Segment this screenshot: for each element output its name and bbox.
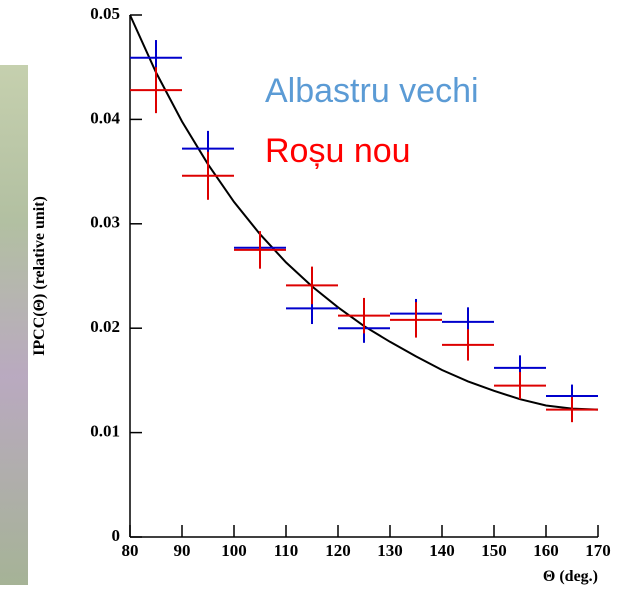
x-tick-label: 170	[585, 541, 611, 560]
x-tick-label: 90	[174, 541, 191, 560]
x-tick-label: 140	[429, 541, 455, 560]
x-tick-label: 120	[325, 541, 351, 560]
y-tick-label: 0	[112, 526, 121, 545]
legend-label: Roșu nou	[265, 132, 411, 170]
y-tick-label: 0.03	[90, 213, 120, 232]
y-tick-label: 0.04	[90, 108, 120, 127]
x-tick-label: 130	[377, 541, 403, 560]
y-tick-label: 0.05	[90, 4, 120, 23]
legend-label: Albastru vechi	[265, 72, 479, 110]
y-tick-label: 0.02	[90, 317, 120, 336]
x-tick-label: 110	[274, 541, 299, 560]
background-photo	[0, 65, 28, 585]
x-tick-label: 80	[122, 541, 139, 560]
x-tick-label: 150	[481, 541, 507, 560]
y-axis-label: IPCC(Θ) (relative unit)	[31, 196, 48, 356]
x-tick-label: 160	[533, 541, 559, 560]
x-axis-label: Θ (deg.)	[543, 568, 598, 585]
x-tick-label: 100	[221, 541, 247, 560]
y-tick-label: 0.01	[90, 422, 120, 441]
